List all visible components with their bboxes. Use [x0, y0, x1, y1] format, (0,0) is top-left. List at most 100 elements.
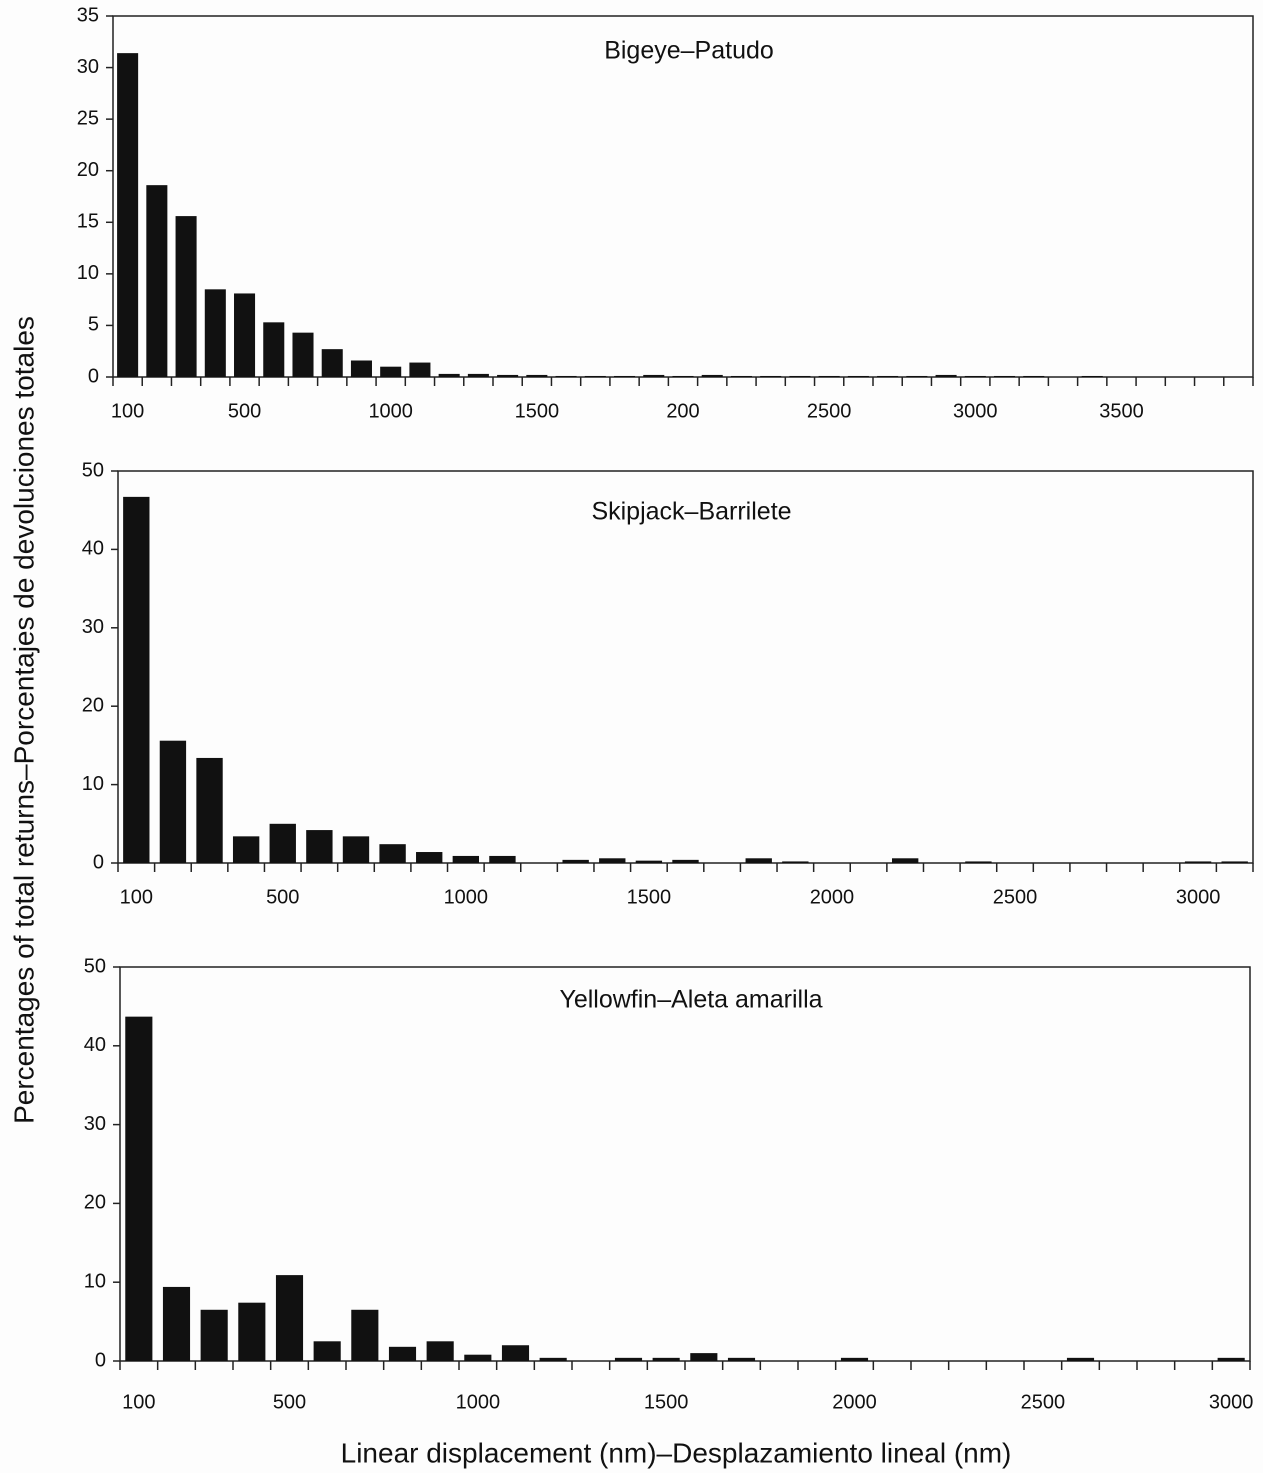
bar	[379, 844, 406, 863]
bar	[994, 375, 1016, 377]
bar	[117, 53, 139, 377]
bar	[351, 1309, 379, 1361]
bar	[690, 1353, 718, 1361]
bar	[489, 855, 516, 863]
bar	[584, 375, 606, 377]
bar	[464, 1354, 492, 1361]
x-tick-label: 1000	[444, 886, 489, 908]
bar	[727, 1357, 756, 1361]
bar	[146, 185, 168, 377]
y-tick-label: 20	[77, 159, 99, 181]
bar	[745, 858, 772, 863]
y-tick-label: 0	[93, 851, 104, 873]
bar	[292, 332, 314, 377]
y-tick-label: 10	[77, 262, 99, 284]
bar	[730, 375, 752, 377]
bar	[847, 375, 869, 377]
bar	[313, 1341, 341, 1361]
bar	[275, 1275, 304, 1361]
bar	[306, 830, 333, 863]
bar	[234, 293, 256, 377]
bar	[175, 216, 197, 377]
bar	[818, 375, 840, 377]
panel-title: Yellowfin–Aleta amarilla	[559, 986, 822, 1014]
y-tick-label: 10	[82, 773, 104, 795]
bar	[599, 858, 626, 863]
bar	[614, 375, 636, 377]
bar	[342, 836, 370, 863]
bar	[562, 859, 589, 863]
bar	[1023, 375, 1045, 377]
y-tick-label: 0	[95, 1349, 106, 1371]
bar	[906, 375, 928, 377]
bar	[935, 374, 957, 377]
bar	[409, 362, 431, 377]
x-tick-label: 2500	[993, 886, 1038, 908]
bar	[321, 349, 343, 377]
plot-frame	[117, 470, 1254, 864]
bar	[263, 322, 285, 377]
bar	[123, 496, 150, 863]
panel-title: Skipjack–Barrilete	[591, 498, 791, 526]
bar	[614, 1357, 643, 1361]
x-tick-label: 500	[228, 400, 261, 422]
y-tick-label: 20	[82, 694, 104, 716]
x-tick-label: 500	[266, 886, 299, 908]
bar	[1066, 1357, 1095, 1361]
x-tick-label: 1000	[456, 1391, 501, 1413]
x-tick-label: 1500	[644, 1391, 689, 1413]
x-tick-label: 3000	[953, 400, 998, 422]
bar	[452, 855, 480, 863]
x-tick-label: 100	[122, 1391, 155, 1413]
bar	[1081, 375, 1103, 377]
bar	[438, 373, 460, 377]
bar	[196, 757, 223, 863]
x-tick-label: 1500	[515, 400, 560, 422]
y-tick-label: 50	[84, 955, 106, 977]
y-tick-label: 10	[84, 1270, 106, 1292]
bar	[672, 859, 699, 863]
bar	[269, 823, 296, 863]
bar	[539, 1357, 567, 1361]
bar	[652, 1357, 680, 1361]
x-tick-label: 3000	[1176, 886, 1221, 908]
bar	[467, 373, 489, 377]
bar	[497, 374, 519, 377]
y-axis-label: Percentages of total returns–Porcentajes…	[8, 316, 39, 1124]
x-tick-label: 1500	[627, 886, 672, 908]
bar	[789, 375, 811, 377]
bar	[416, 852, 443, 863]
bar	[526, 374, 548, 377]
bar	[877, 375, 899, 377]
bar	[125, 1016, 153, 1361]
x-tick-label: 3500	[1099, 400, 1144, 422]
y-tick-label: 0	[88, 365, 99, 387]
x-tick-label: 2500	[1021, 1391, 1066, 1413]
y-tick-label: 30	[84, 1113, 106, 1135]
x-tick-label: 2000	[832, 1391, 877, 1413]
y-tick-label: 30	[82, 616, 104, 638]
x-tick-label: 1000	[368, 400, 413, 422]
bar	[501, 1345, 530, 1361]
bar	[643, 374, 665, 377]
x-tick-label: 100	[120, 886, 153, 908]
x-tick-label: 500	[273, 1391, 306, 1413]
bar	[1221, 861, 1248, 863]
x-tick-label: 2500	[807, 400, 852, 422]
bar	[204, 289, 226, 377]
x-tick-label: 3000	[1209, 1391, 1254, 1413]
bar	[426, 1341, 454, 1361]
bar	[965, 861, 992, 863]
bar	[672, 375, 694, 377]
y-tick-label: 40	[82, 538, 104, 560]
x-tick-label: 2000	[810, 886, 855, 908]
bar	[1184, 861, 1212, 863]
bar	[635, 860, 663, 863]
bar	[232, 836, 260, 863]
bar	[555, 375, 577, 377]
y-tick-label: 5	[88, 314, 99, 336]
bar	[238, 1302, 266, 1361]
bar	[782, 861, 809, 863]
